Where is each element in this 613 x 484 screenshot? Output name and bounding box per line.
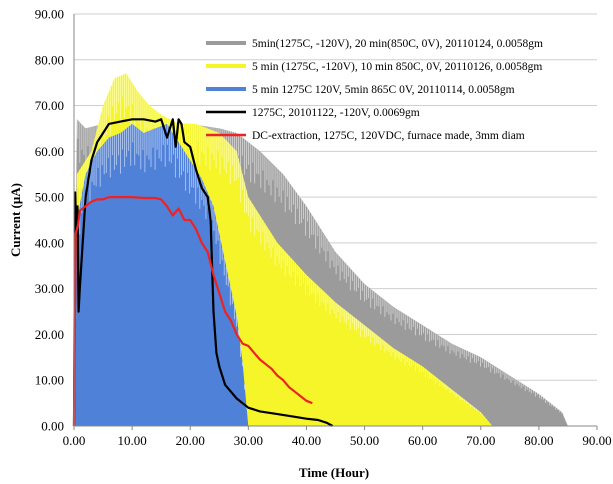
plot-area xyxy=(72,73,568,427)
y-tick-label: 30.00 xyxy=(35,281,64,296)
y-tick-label: 50.00 xyxy=(35,190,64,205)
y-tick-label: 80.00 xyxy=(35,52,64,67)
x-tick-label: 40.00 xyxy=(292,433,321,448)
x-tick-label: 90.00 xyxy=(582,433,611,448)
legend-entry: 5min(1275C, -120V), 20 min(850C, 0V), 20… xyxy=(252,38,543,50)
series-area xyxy=(74,123,249,427)
legend: 5min(1275C, -120V), 20 min(850C, 0V), 20… xyxy=(206,38,543,142)
y-tick-label: 90.00 xyxy=(35,7,64,22)
x-tick-label: 30.00 xyxy=(234,433,263,448)
legend-entry: DC-extraction, 1275C, 120VDC, furnace ma… xyxy=(252,130,525,142)
y-tick-label: 70.00 xyxy=(35,98,64,113)
y-tick-labels: 0.00 10.00 20.00 30.00 40.00 50.00 60.00 70.00 8… xyxy=(35,7,64,434)
x-tick-label: 0.00 xyxy=(63,433,86,448)
x-tick-label: 70.00 xyxy=(466,433,495,448)
y-tick-label: 20.00 xyxy=(35,327,64,342)
axes xyxy=(73,14,597,427)
legend-entry: 5 min 1275C 120V, 5min 865C 0V, 20110114… xyxy=(252,84,515,96)
x-tick-label: 60.00 xyxy=(408,433,437,448)
series-5 xyxy=(72,196,313,427)
y-tick-label: 60.00 xyxy=(35,144,64,159)
x-tick-labels: 0.00 10.00 20.00 30.00 40.00 50.00 60.00 70.00 8… xyxy=(63,426,612,448)
x-axis-title: Time (Hour) xyxy=(299,465,369,480)
series-line xyxy=(72,196,313,427)
y-tick-label: 40.00 xyxy=(35,235,64,250)
legend-entry: 1275C, 20101122, -120V, 0.0069gm xyxy=(252,107,420,119)
y-tick-label: 10.00 xyxy=(35,373,64,388)
x-tick-label: 80.00 xyxy=(524,433,553,448)
y-tick-label: 0.00 xyxy=(41,419,64,434)
series-4 xyxy=(72,118,334,427)
y-axis-title: Current (μA) xyxy=(8,183,23,257)
series-line xyxy=(72,118,334,427)
x-tick-label: 10.00 xyxy=(117,433,146,448)
legend-entry: 5 min (1275C, -120V), 10 min 850C, 0V, 2… xyxy=(252,61,542,73)
x-tick-label: 20.00 xyxy=(176,433,205,448)
x-tick-label: 50.00 xyxy=(350,433,379,448)
